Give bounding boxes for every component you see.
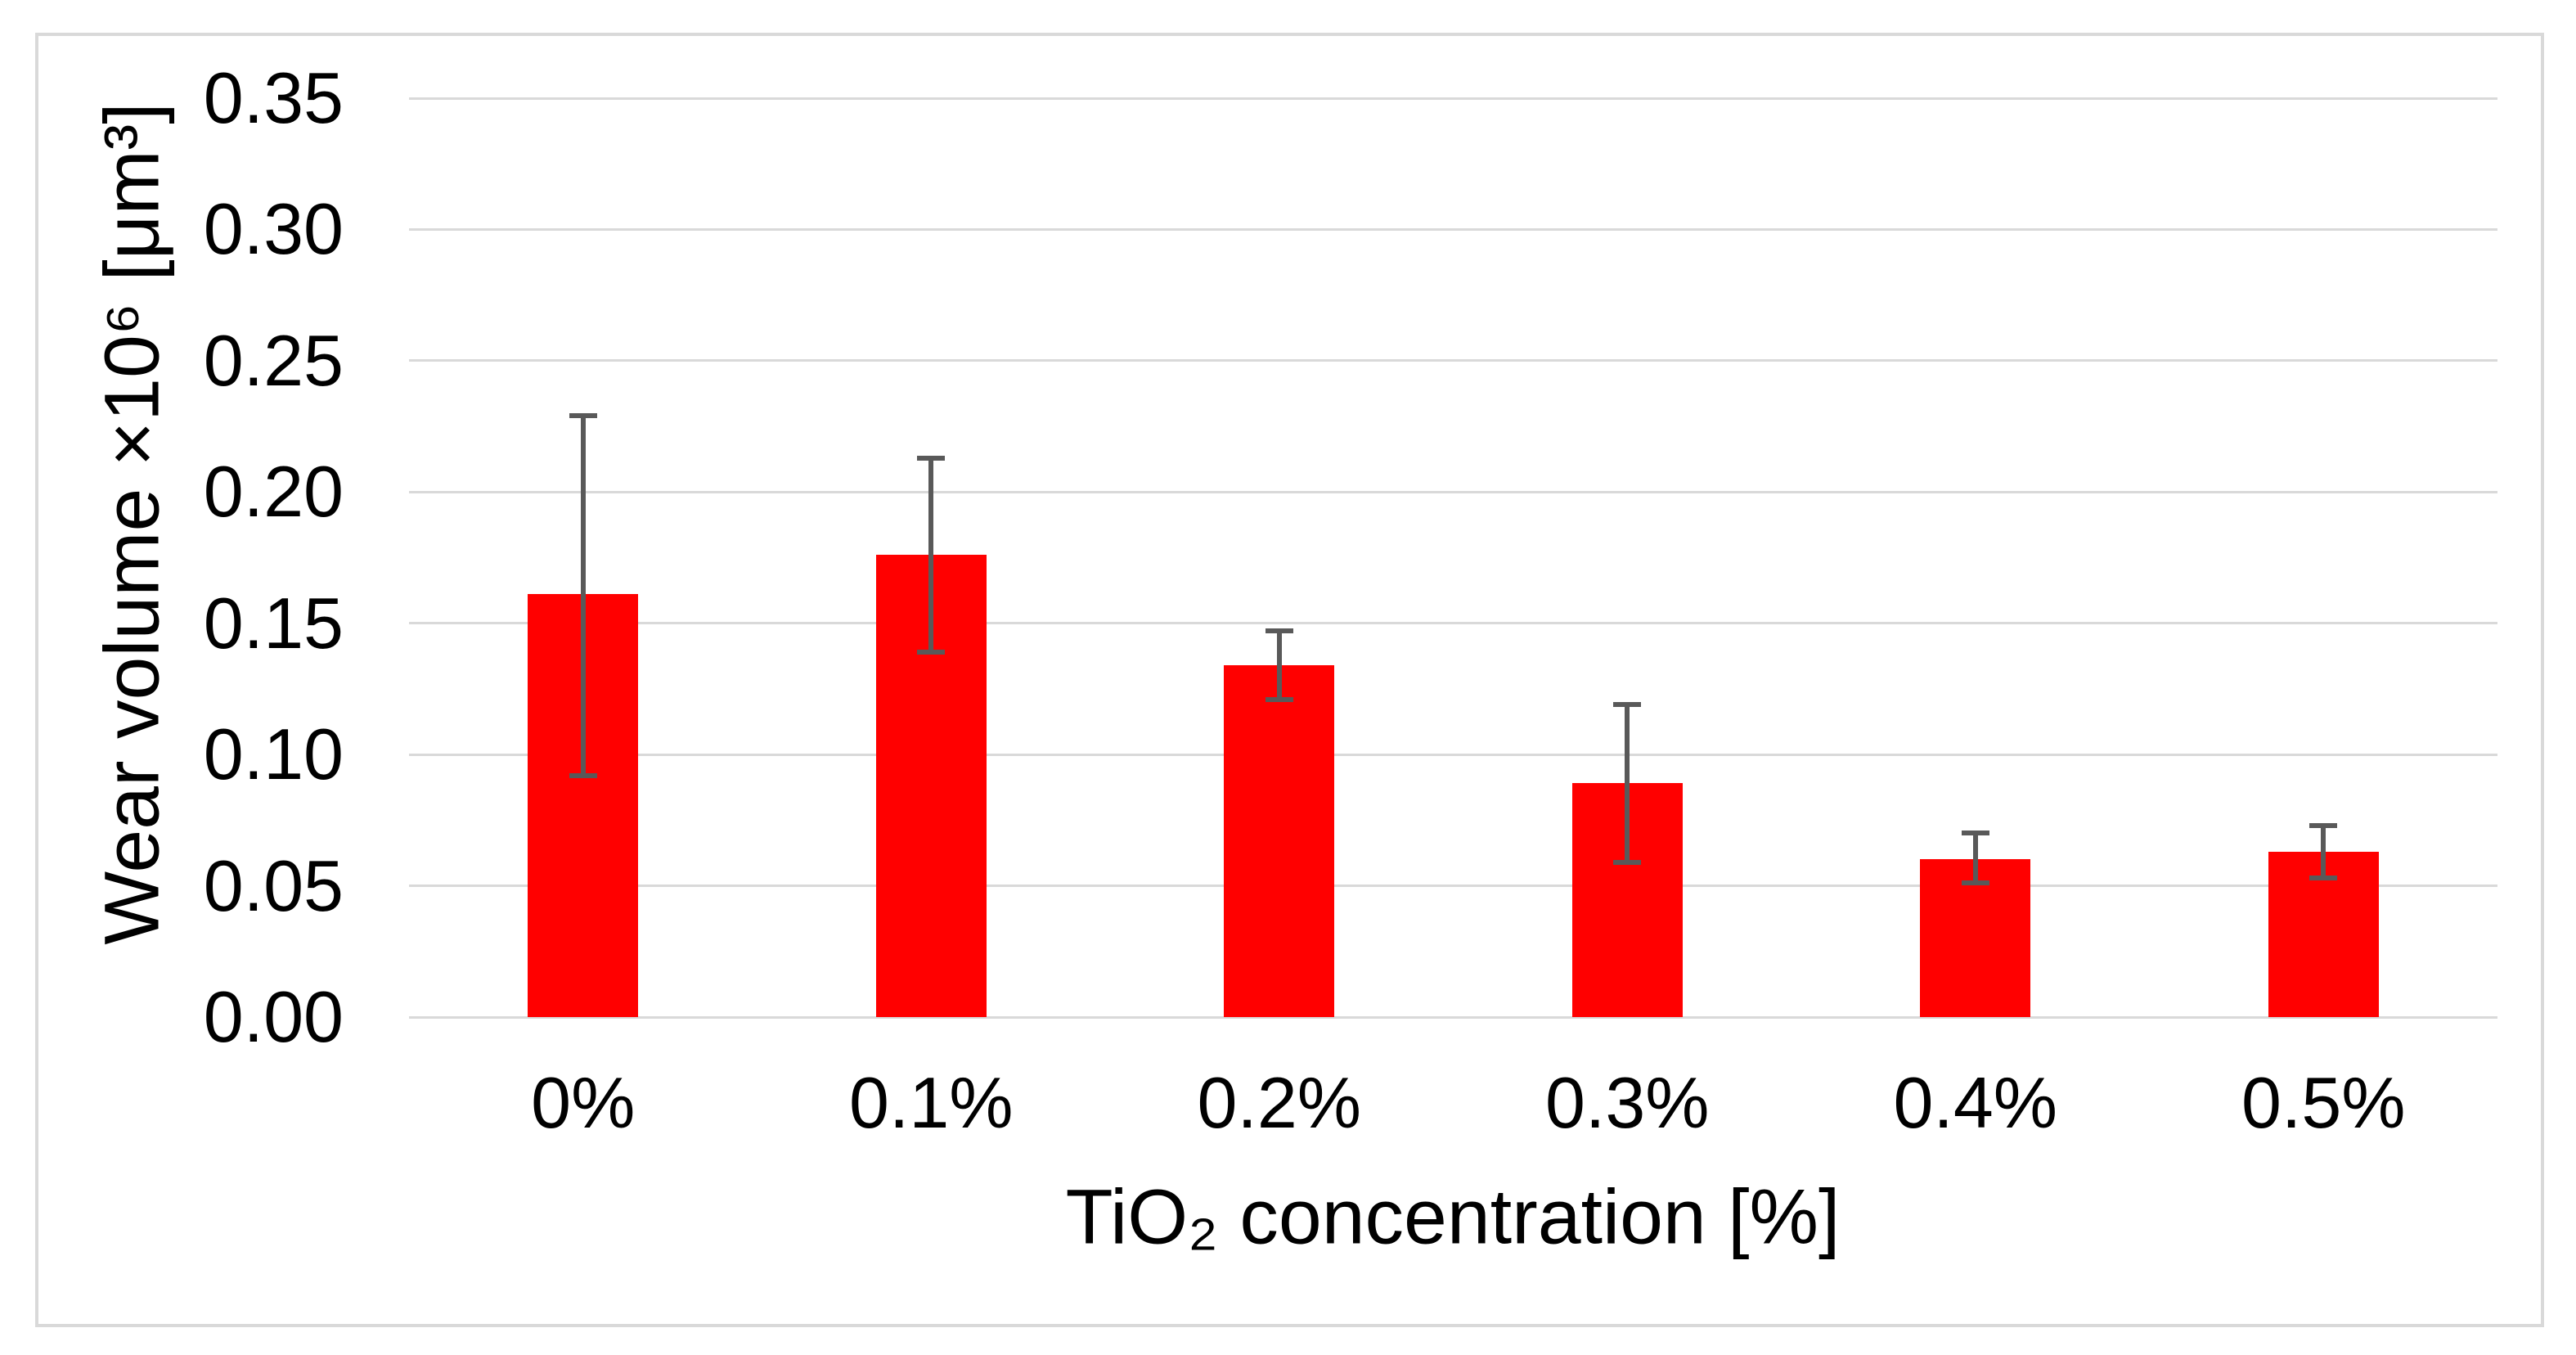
error-bar-cap-bottom xyxy=(1961,880,1989,886)
error-bar-cap-top xyxy=(1961,831,1989,836)
gridline xyxy=(409,227,2497,231)
y-tick-label: 0.35 xyxy=(203,57,344,138)
gridline xyxy=(409,1015,2497,1019)
y-tick-label: 0.15 xyxy=(203,582,344,664)
error-bar-cap-bottom xyxy=(1265,696,1293,702)
x-tick-label: 0.4% xyxy=(1893,1062,2058,1143)
x-tick-label: 0% xyxy=(531,1062,636,1143)
x-axis-title: TiO₂ concentration [%] xyxy=(1065,1173,1841,1261)
bar-0.4% xyxy=(1920,859,2031,1017)
bar-0.2% xyxy=(1224,665,1335,1017)
y-axis-title: Wear volume ×10⁶ [μm³] xyxy=(88,102,176,945)
y-tick-label: 0.25 xyxy=(203,319,344,401)
y-tick-label: 0.10 xyxy=(203,714,344,795)
gridline xyxy=(409,753,2497,756)
y-tick-label: 0.30 xyxy=(203,188,344,270)
error-bar-cap-bottom xyxy=(1613,859,1642,865)
gridline xyxy=(409,97,2497,100)
error-bar-line xyxy=(1972,833,1978,884)
x-tick-label: 0.1% xyxy=(848,1062,1014,1143)
error-bar-cap-top xyxy=(1613,702,1642,708)
x-tick-label: 0.2% xyxy=(1197,1062,1362,1143)
error-bar-cap-top xyxy=(917,455,946,461)
error-bar-line xyxy=(2321,825,2326,878)
error-bar-cap-top xyxy=(2309,822,2338,828)
gridline xyxy=(409,885,2497,888)
error-bar-line xyxy=(1276,631,1282,700)
error-bar-cap-bottom xyxy=(2309,875,2338,880)
gridline xyxy=(409,490,2497,493)
x-tick-label: 0.5% xyxy=(2241,1062,2406,1143)
gridline xyxy=(409,622,2497,625)
error-bar-line xyxy=(928,457,934,652)
y-tick-label: 0.05 xyxy=(203,844,344,926)
x-tick-label: 0.3% xyxy=(1544,1062,1710,1143)
error-bar-cap-top xyxy=(569,413,597,419)
gridline xyxy=(409,359,2497,362)
error-bar-cap-top xyxy=(1265,628,1293,634)
error-bar-cap-bottom xyxy=(569,772,597,778)
error-bar-line xyxy=(580,416,586,776)
error-bar-line xyxy=(1625,705,1630,862)
error-bar-cap-bottom xyxy=(917,650,946,655)
y-tick-label: 0.20 xyxy=(203,451,344,533)
y-tick-label: 0.00 xyxy=(203,976,344,1057)
